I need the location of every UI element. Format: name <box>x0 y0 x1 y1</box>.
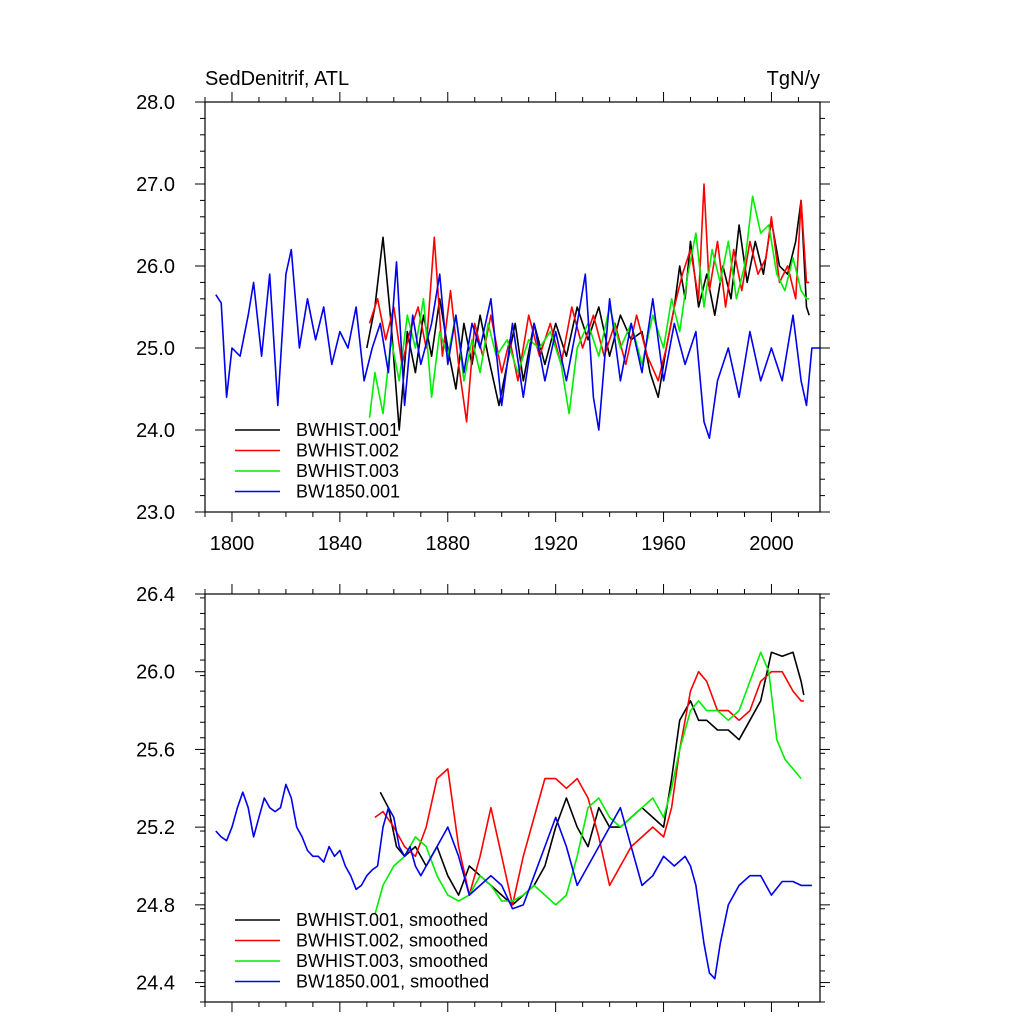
x-tick-label: 1800 <box>210 533 255 555</box>
legend-label: BW1850.001, smoothed <box>296 972 489 992</box>
series-line-bw1850-001-smoothed <box>215 783 812 980</box>
x-tick-label: 1960 <box>641 533 686 555</box>
legend-label: BWHIST.001 <box>296 420 399 440</box>
y-tick-label: 24.0 <box>136 420 175 442</box>
series-group <box>215 651 812 980</box>
y-tick-label: 24.4 <box>136 973 175 995</box>
y-tick-label: 26.4 <box>136 584 175 606</box>
legend-label: BWHIST.001, smoothed <box>296 910 488 930</box>
x-tick-label: 1840 <box>318 533 363 555</box>
y-tick-label: 27.0 <box>136 174 175 196</box>
series-group <box>215 183 820 439</box>
plot-frame <box>204 101 821 513</box>
y-tick-label: 24.8 <box>136 895 175 917</box>
series-line-bwhist-002-smoothed <box>374 670 804 906</box>
x-tick-label: 2000 <box>749 533 794 555</box>
y-tick-label: 25.2 <box>136 817 175 839</box>
legend-label: BWHIST.002 <box>296 441 399 461</box>
y-tick-label: 25.0 <box>136 338 175 360</box>
series-line-bw1850-001 <box>215 248 820 439</box>
plot-frame <box>204 593 821 1003</box>
y-tick-label: 26.0 <box>136 662 175 684</box>
y-tick-label: 28.0 <box>136 92 175 114</box>
top-chart-units: TgN/y <box>767 68 820 90</box>
top-panel: SedDenitrif, ATL TgN/y 1800 1840 1880 1920 1… <box>136 68 830 555</box>
axis-ticks: 1800 1840 1880 1920 1960 2000 23.0 24.0 25.0 26.0… <box>136 92 830 555</box>
series-line-bwhist-003 <box>368 195 810 418</box>
series-line-bwhist-001-smoothed <box>379 651 805 906</box>
legend-label: BWHIST.003 <box>296 461 399 481</box>
legend-label: BW1850.001 <box>296 482 400 502</box>
y-tick-label: 23.0 <box>136 502 175 524</box>
x-tick-label: 1880 <box>426 533 471 555</box>
axis-ticks: 24.4 24.8 25.2 25.6 26.0 26.4 <box>136 584 830 1012</box>
legend-label: BWHIST.003, smoothed <box>296 951 488 971</box>
bottom-panel: 24.4 24.8 25.2 25.6 26.0 26.4 BWHIST.001, smoo… <box>136 584 830 1012</box>
legend-label: BWHIST.002, smoothed <box>296 931 488 951</box>
series-line-bwhist-003-smoothed <box>374 651 802 915</box>
top-chart-title: SedDenitrif, ATL <box>205 68 349 90</box>
y-tick-label: 26.0 <box>136 256 175 278</box>
x-tick-label: 1920 <box>533 533 578 555</box>
y-tick-label: 25.6 <box>136 739 175 761</box>
